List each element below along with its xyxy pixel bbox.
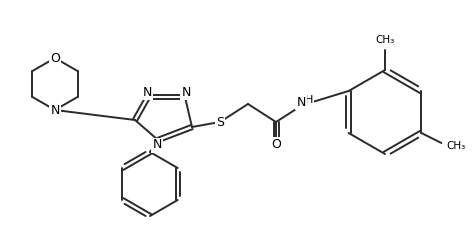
Text: O: O <box>271 138 281 150</box>
Text: N: N <box>152 139 162 151</box>
Text: O: O <box>50 51 60 65</box>
Text: H: H <box>305 95 313 105</box>
Text: CH₃: CH₃ <box>447 141 465 151</box>
Text: N: N <box>50 104 60 116</box>
Text: N: N <box>296 96 306 109</box>
Text: S: S <box>216 115 224 129</box>
Text: N: N <box>181 85 191 99</box>
Text: N: N <box>142 85 152 99</box>
Text: CH₃: CH₃ <box>376 35 394 45</box>
